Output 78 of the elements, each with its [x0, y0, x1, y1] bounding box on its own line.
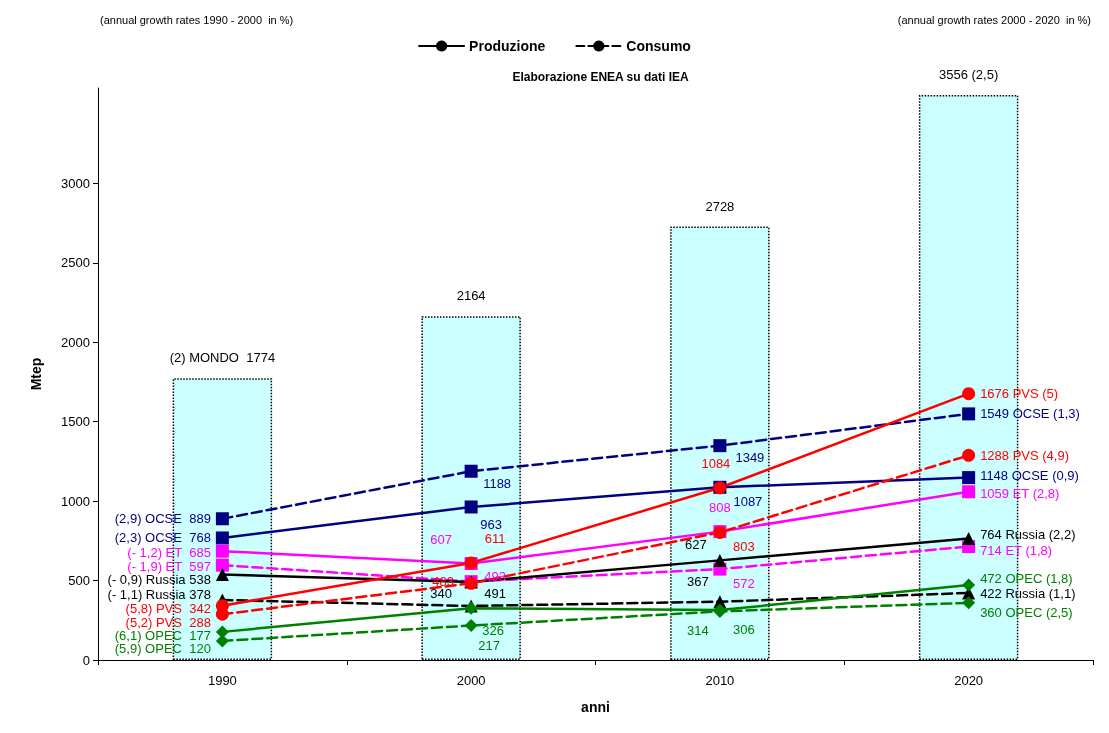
- point: [713, 553, 727, 567]
- data-label: 314: [687, 622, 709, 638]
- y-tick-label: 0: [82, 652, 90, 668]
- data-label: 1087: [733, 493, 763, 509]
- text: (annual growth rates 2000 - 2020 in %): [897, 13, 1092, 26]
- data-label: 627: [685, 536, 707, 552]
- data-label: 714 ET (1,8): [980, 543, 1053, 559]
- data-label: 493: [484, 569, 506, 585]
- data-label: 607: [430, 532, 452, 548]
- point: [464, 500, 478, 514]
- data-label: 1188: [483, 475, 512, 491]
- data-label: 306: [733, 621, 755, 637]
- data-label: 422 Russia (1,1): [980, 586, 1076, 602]
- y-tick-label: 2500: [61, 255, 90, 271]
- x-tick-label: 1990: [207, 673, 237, 688]
- data-label: 803: [733, 538, 755, 554]
- point: [215, 634, 229, 648]
- point: [215, 544, 229, 558]
- y-tick-label: 1000: [61, 493, 90, 509]
- data-label: 611: [484, 531, 506, 547]
- point: [215, 625, 229, 639]
- data-label: (- 0,9) Russia 538: [107, 572, 211, 588]
- point: [215, 607, 229, 621]
- data-label: 764 Russia (2,2): [980, 527, 1076, 543]
- data-label: 360 OPEC (2,5): [980, 605, 1073, 621]
- data-label: (2) MONDO 1774: [169, 350, 276, 366]
- point: [713, 439, 727, 453]
- data-label: 963: [480, 517, 502, 533]
- data-label: 1059 ET (2,8): [980, 486, 1060, 502]
- data-label: 1148 OCSE (0,9): [980, 468, 1079, 484]
- y-tick-label: 2000: [61, 334, 90, 350]
- point: [962, 407, 976, 421]
- x-tick-label: 2000: [456, 673, 486, 688]
- y-tick-label: 3000: [61, 175, 90, 191]
- data-label: 340: [430, 586, 452, 602]
- y-axis-title: Mtep: [28, 357, 44, 391]
- data-label: 1084: [701, 456, 731, 472]
- y-tick-label: 1500: [61, 414, 90, 430]
- data-label: 472 OPEC (1,8): [980, 570, 1073, 586]
- chart-title: Elaborazione ENEA su dati IEA: [512, 70, 689, 84]
- data-label: 2728: [705, 198, 735, 214]
- point: [215, 558, 229, 572]
- point: [962, 387, 976, 401]
- point: [215, 531, 229, 545]
- data-label: 1549 OCSE (1,3): [980, 406, 1080, 422]
- data-label: 1676 PVS (5): [980, 386, 1059, 402]
- data-label: (- 1,1) Russia 378: [107, 587, 211, 603]
- data-label: 217: [478, 638, 500, 654]
- data-label: (2,3) OCSE 768: [114, 530, 211, 546]
- data-label: (5,8) PVS 342: [125, 601, 211, 617]
- point: [215, 512, 229, 526]
- data-label: 491: [484, 586, 506, 602]
- point: [962, 471, 976, 485]
- point: [962, 485, 976, 499]
- legend-label: Produzione: [469, 38, 546, 54]
- y-tick-label: 500: [68, 573, 90, 589]
- point: [962, 532, 976, 546]
- x-axis-title: anni: [581, 699, 610, 715]
- x-tick-label: 2010: [705, 673, 735, 688]
- point: [464, 464, 478, 478]
- data-label: 326: [482, 622, 504, 638]
- data-label: 3556 (2,5): [938, 66, 999, 82]
- point: [962, 578, 976, 592]
- data-label: (2,9) OCSE 889: [114, 511, 211, 527]
- point: [215, 568, 229, 582]
- data-label: 2164: [456, 288, 486, 304]
- point: [464, 619, 478, 633]
- data-label: 808: [709, 500, 731, 516]
- data-label: 572: [733, 575, 755, 591]
- legend-label: Consumo: [626, 38, 691, 54]
- data-label: 367: [687, 574, 709, 590]
- point: [962, 448, 976, 462]
- text: (annual growth rates 1990 - 2000 in %): [100, 13, 294, 26]
- x-tick-label: 2020: [954, 673, 984, 688]
- data-label: 1349: [735, 450, 765, 466]
- point: [962, 596, 976, 610]
- data-label: (- 1,2) ET 685: [127, 544, 211, 560]
- data-label: 1288 PVS (4,9): [980, 447, 1070, 463]
